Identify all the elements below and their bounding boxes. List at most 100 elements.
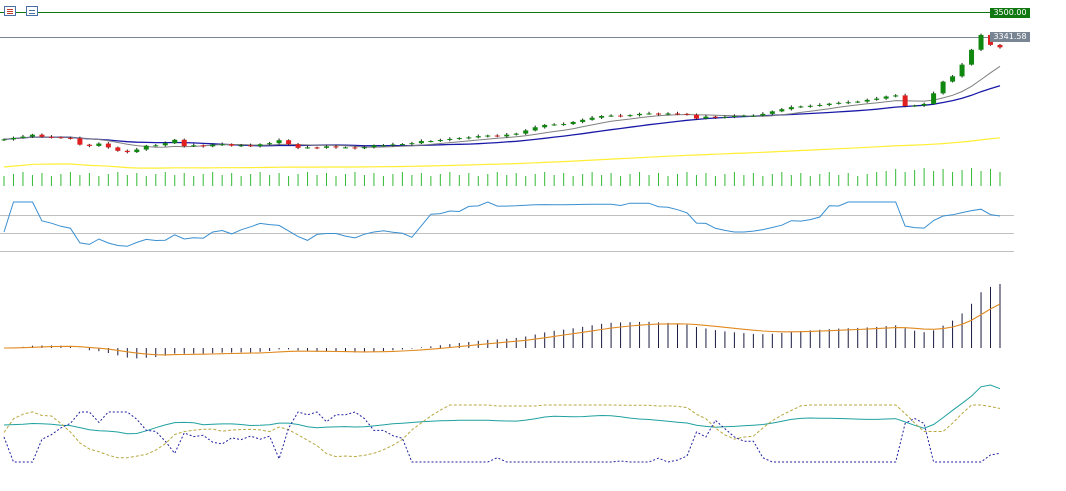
candle-body <box>428 141 434 143</box>
candle-body <box>20 136 26 138</box>
candle-body <box>352 147 358 149</box>
candle-body <box>153 145 159 147</box>
rsi-line <box>3 201 1001 247</box>
candle-body <box>646 113 652 115</box>
candle-body <box>969 49 975 65</box>
candle-body <box>627 115 633 117</box>
candle-body <box>105 143 111 148</box>
candle-body <box>1 139 7 141</box>
volume-panel <box>3 168 1001 186</box>
candle-body <box>380 145 386 147</box>
candle-body <box>608 115 614 117</box>
candle-body <box>324 146 330 148</box>
candle-body <box>997 44 1003 48</box>
candle-body <box>674 113 680 115</box>
chart-properties-icon[interactable] <box>26 6 38 16</box>
candle-body <box>921 103 927 106</box>
ma-slow-line <box>3 137 1001 169</box>
candle-body <box>219 144 225 146</box>
candle-body <box>760 113 766 116</box>
candle-body <box>798 106 804 108</box>
candle-body <box>893 95 899 97</box>
candle-body <box>959 64 965 77</box>
candle-body <box>172 139 178 144</box>
candle-body <box>912 105 918 107</box>
candle-body <box>874 98 880 100</box>
candle-body <box>437 139 443 142</box>
candles-settings-icon[interactable] <box>4 6 16 16</box>
candle-body <box>466 137 472 139</box>
candle-body <box>371 145 377 148</box>
price-panel <box>0 12 1014 169</box>
candle-body <box>693 114 699 119</box>
last-price-label: 3341.58 <box>990 32 1030 42</box>
candle-body <box>333 146 339 148</box>
candle-body <box>276 140 282 144</box>
candle-body <box>589 117 595 120</box>
macd-signal-line <box>3 303 1001 356</box>
oscillator-main-line <box>3 384 1001 435</box>
candle-body <box>637 113 643 116</box>
candle-body <box>523 130 529 134</box>
candle-body <box>722 116 728 118</box>
candle-body <box>77 138 83 145</box>
resistance-price-label: 3500.00 <box>990 8 1030 18</box>
candle-body <box>580 119 586 122</box>
candle-body <box>67 137 73 139</box>
candle-body <box>257 144 263 147</box>
candle-body <box>409 143 415 145</box>
candle-body <box>731 116 737 118</box>
candle-body <box>29 134 35 137</box>
candle-body <box>864 99 870 102</box>
candle-body <box>267 143 273 145</box>
candle-body <box>162 143 168 146</box>
candle-body <box>456 138 462 140</box>
candle-body <box>826 103 832 105</box>
candle-body <box>817 104 823 106</box>
candle-body <box>342 147 348 149</box>
candle-body <box>210 144 216 147</box>
candle-body <box>513 133 519 135</box>
candle-body <box>485 135 491 137</box>
candle-body <box>238 145 244 147</box>
candle-body <box>769 111 775 114</box>
oscillator-panel <box>3 384 1001 463</box>
candle-body <box>305 147 311 149</box>
candle-body <box>855 101 861 103</box>
oscillator-third-line <box>3 411 1001 463</box>
candle-body <box>931 93 937 104</box>
candle-body <box>618 115 624 117</box>
candle-body <box>504 134 510 137</box>
candle-body <box>134 149 140 153</box>
candle-body <box>361 147 367 149</box>
candle-body <box>845 102 851 104</box>
candle-body <box>779 109 785 112</box>
candle-body <box>248 145 254 147</box>
candle-body <box>295 144 301 148</box>
candle-body <box>494 135 500 137</box>
candle-body <box>229 144 235 146</box>
candle-body <box>684 113 690 115</box>
candle-body <box>314 147 320 149</box>
candle-body <box>418 141 424 144</box>
candle-body <box>950 76 956 82</box>
macd-panel <box>3 284 1001 359</box>
candle-body <box>542 124 548 128</box>
candle-body <box>940 81 946 94</box>
candle-body <box>978 34 984 50</box>
candle-body <box>741 115 747 117</box>
candle-body <box>475 136 481 138</box>
candle-body <box>390 144 396 146</box>
candle-body <box>200 145 206 147</box>
candle-body <box>48 136 54 138</box>
candle-body <box>551 124 557 126</box>
candle-body <box>788 107 794 110</box>
candle-body <box>286 140 292 145</box>
candle-body <box>532 127 538 131</box>
candle-body <box>599 116 605 118</box>
candle-body <box>712 116 718 118</box>
candle-body <box>836 102 842 104</box>
ma-mid-line <box>3 85 1001 147</box>
candle-body <box>143 145 149 150</box>
